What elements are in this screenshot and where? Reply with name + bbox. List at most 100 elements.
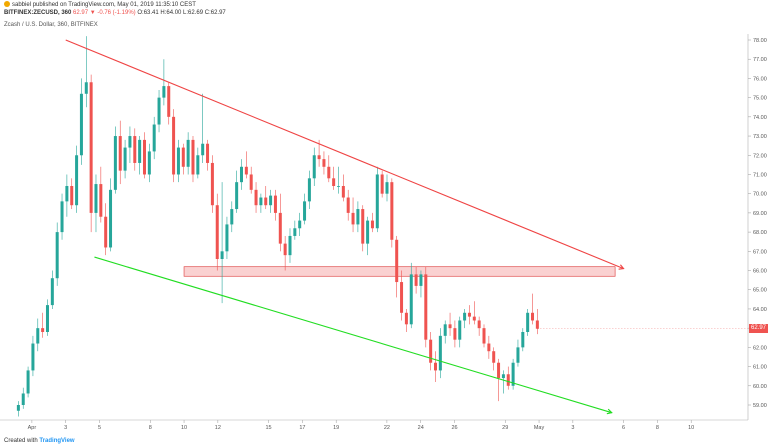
candle-body [535,320,539,329]
candle-body [307,178,311,202]
price-tick-label: 71.00 [753,172,767,178]
candle-body [201,143,205,156]
time-tick-label: 15 [266,425,272,431]
candle-body [506,374,510,386]
ohlc-values: O:63.41 H:64.00 L:62.69 C:62.97 [137,10,226,16]
candle-body [356,209,360,225]
support-resistance-zone [183,266,616,277]
price-tick-label: 69.00 [753,211,767,217]
candle-body [298,220,302,229]
candle-body [443,324,447,336]
candle-body [395,239,399,283]
time-tick-label: 3 [64,425,67,431]
candle-body [225,224,229,252]
candle-body [404,312,408,325]
footer: Created with TradingView [4,438,75,444]
candle-body [109,189,113,248]
candle-body [123,147,127,171]
support-arrow-icon [606,408,613,415]
candle-body [492,351,496,363]
time-tick-label: 22 [384,425,390,431]
candle-body [26,370,30,394]
candle-body [322,159,326,167]
candle-body [429,339,433,363]
candle-body [453,328,457,340]
candle-body [31,343,35,371]
candle-body [288,235,292,256]
candle-body [79,93,83,156]
price-tick-label: 74.00 [753,115,767,121]
candle-body [366,220,370,244]
price-tick-label: 59.00 [753,403,767,409]
candle-body [239,166,243,183]
time-tick-label: 8 [656,425,659,431]
candle-body [172,116,176,175]
price-tick-label: 60.00 [753,384,767,390]
price-tick-label: 72.00 [753,153,767,159]
tradingview-logo[interactable]: TradingView [39,438,75,444]
candle-body [361,209,365,244]
resistance-arrow-icon [618,264,625,270]
candle-body [390,182,394,240]
candle-body [249,174,253,190]
candle-body [273,195,277,213]
candle-body [162,86,166,98]
symbol-label: BITFINEX:ZECUSD, 360 [4,10,72,16]
candle-body [210,162,214,206]
candle-body [45,305,49,332]
time-tick-label: 29 [502,425,508,431]
user-avatar-icon [4,1,10,7]
candle-body [414,274,418,286]
candle-body [458,320,462,340]
candle-body [409,274,413,325]
candle-body [375,174,379,229]
candle-body [89,82,93,213]
candle-body [380,174,384,194]
candle-body [351,212,355,225]
candle-body [244,166,248,175]
price-tick-label: 62.00 [753,345,767,351]
candle-body [346,197,350,213]
price-tick-label: 73.00 [753,134,767,140]
candle-body [521,332,525,348]
candle-body [259,197,263,206]
candle-body [113,136,117,190]
candle-body [327,166,331,179]
author-name[interactable]: sabbiel [12,2,32,8]
price-tick-label: 75.00 [753,96,767,102]
candle-body [283,243,287,256]
candle-body [70,186,74,206]
time-tick-label: 6 [622,425,625,431]
candle-body [181,147,185,167]
candle-body [293,228,297,236]
candle-body [264,197,268,206]
time-tick-label: Apr [28,425,37,431]
candle-body [482,328,486,344]
candle-body [104,216,108,248]
time-tick-label: 5 [98,425,101,431]
candle-body [191,139,195,175]
price-tick-label: 70.00 [753,192,767,198]
candle-body [147,151,151,175]
candle-body [65,186,69,202]
candle-body [133,136,137,163]
candle-body [254,189,258,206]
candle-body [303,201,307,221]
last-price-badge: 62.97 [749,324,768,334]
candle-body [472,316,476,321]
price-tick-label: 65.00 [753,288,767,294]
price-tick-label: 64.00 [753,307,767,313]
candle-body [463,312,467,321]
candle-body [99,184,103,217]
candle-body [50,278,54,306]
candle-body [176,147,180,175]
candle-body [438,335,442,371]
candle-body [128,136,132,148]
time-tick-label: 8 [149,425,152,431]
support-trendline [94,256,612,414]
publish-text: published on TradingView.com, May 01, 20… [32,2,196,8]
candle-body [118,136,122,171]
candle-body [400,282,404,313]
chart-subtitle: Zcash / U.S. Dollar, 360, BITFINEX [4,22,98,28]
